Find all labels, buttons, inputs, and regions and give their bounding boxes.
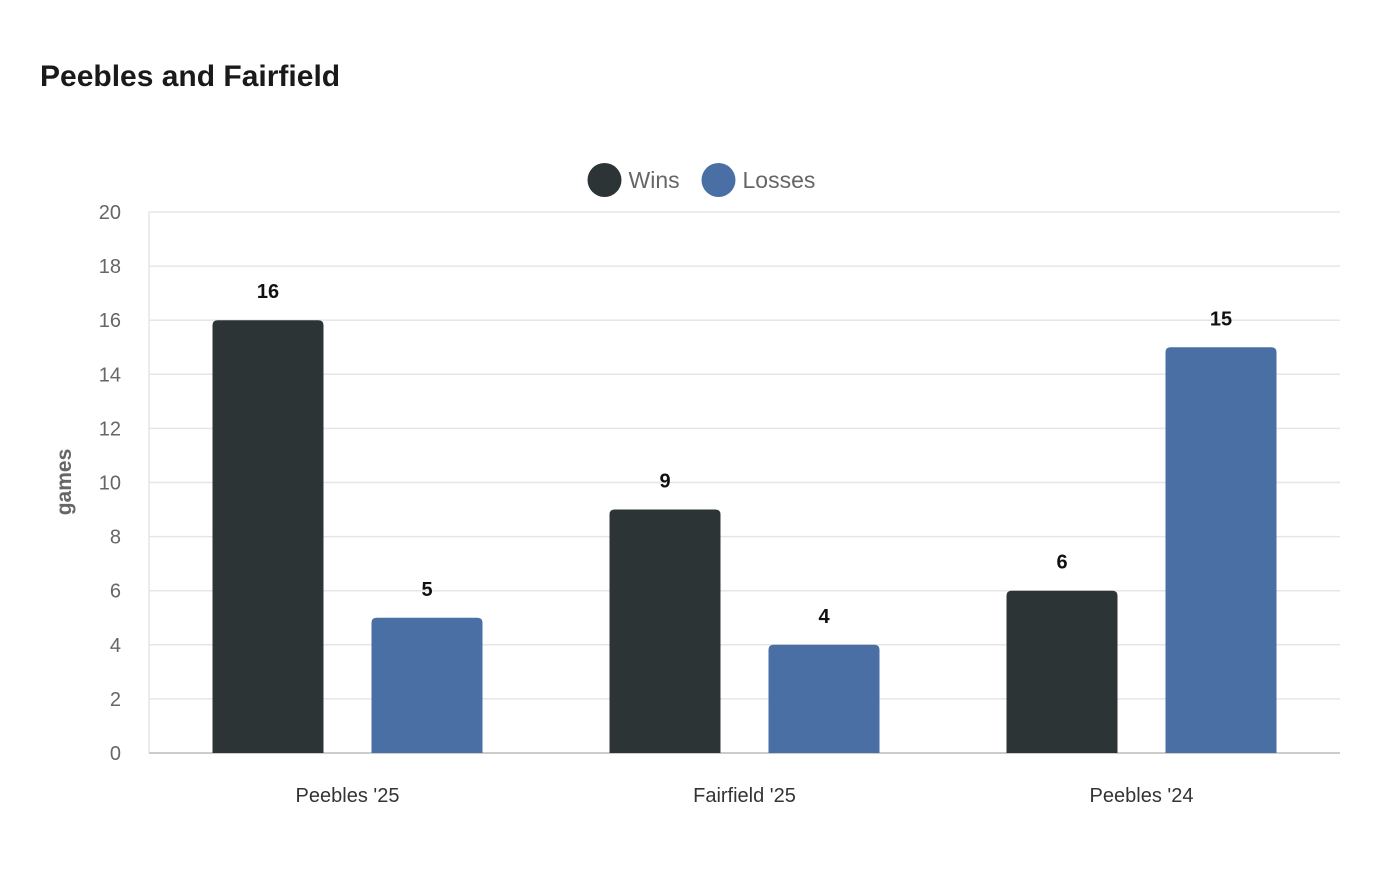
legend-swatch <box>587 163 622 197</box>
legend-label: Losses <box>743 167 816 193</box>
y-axis-label: games <box>53 449 76 516</box>
chart-title: Peebles and Fairfield <box>40 60 341 93</box>
data-label: 15 <box>1210 308 1232 330</box>
y-tick-label: 16 <box>99 310 121 332</box>
bar-wins-2[interactable] <box>609 509 721 753</box>
x-tick-label: Peebles '24 <box>1090 785 1194 807</box>
gridlines <box>149 211 1340 754</box>
data-label: 9 <box>659 471 670 493</box>
legend-swatch <box>701 163 736 197</box>
bars <box>212 320 1277 753</box>
bar-wins-1[interactable] <box>212 320 324 753</box>
legend-item-losses[interactable]: Losses <box>701 163 816 197</box>
data-label: 5 <box>421 579 432 601</box>
data-label: 4 <box>818 606 830 628</box>
x-axis: Peebles '25 Fairfield '25 Peebles '24 <box>149 752 1340 807</box>
y-tick-label: 4 <box>110 635 121 657</box>
x-tick-label: Fairfield '25 <box>693 785 796 807</box>
x-tick-label: Peebles '25 <box>296 785 400 807</box>
y-tick-label: 2 <box>110 689 121 711</box>
bar-wins-3[interactable] <box>1006 590 1118 753</box>
y-tick-label: 10 <box>99 473 121 495</box>
y-axis: 0 2 4 6 8 10 12 14 16 18 20 <box>99 202 150 765</box>
y-tick-label: 0 <box>110 743 121 765</box>
y-tick-label: 14 <box>99 364 121 386</box>
data-label: 16 <box>257 281 279 303</box>
y-tick-label: 8 <box>110 527 121 549</box>
data-label: 6 <box>1056 552 1067 574</box>
legend[interactable]: Wins Losses <box>587 163 816 197</box>
y-tick-label: 18 <box>99 256 121 278</box>
legend-item-wins[interactable]: Wins <box>587 163 680 197</box>
y-tick-label: 6 <box>110 581 121 603</box>
data-labels: 16 9 6 5 4 15 <box>257 281 1232 628</box>
bar-losses-1[interactable] <box>371 617 483 753</box>
legend-label: Wins <box>629 167 680 193</box>
bar-losses-3[interactable] <box>1165 347 1277 753</box>
bar-losses-2[interactable] <box>768 644 880 753</box>
y-tick-label: 20 <box>99 202 121 224</box>
y-tick-label: 12 <box>99 418 121 440</box>
